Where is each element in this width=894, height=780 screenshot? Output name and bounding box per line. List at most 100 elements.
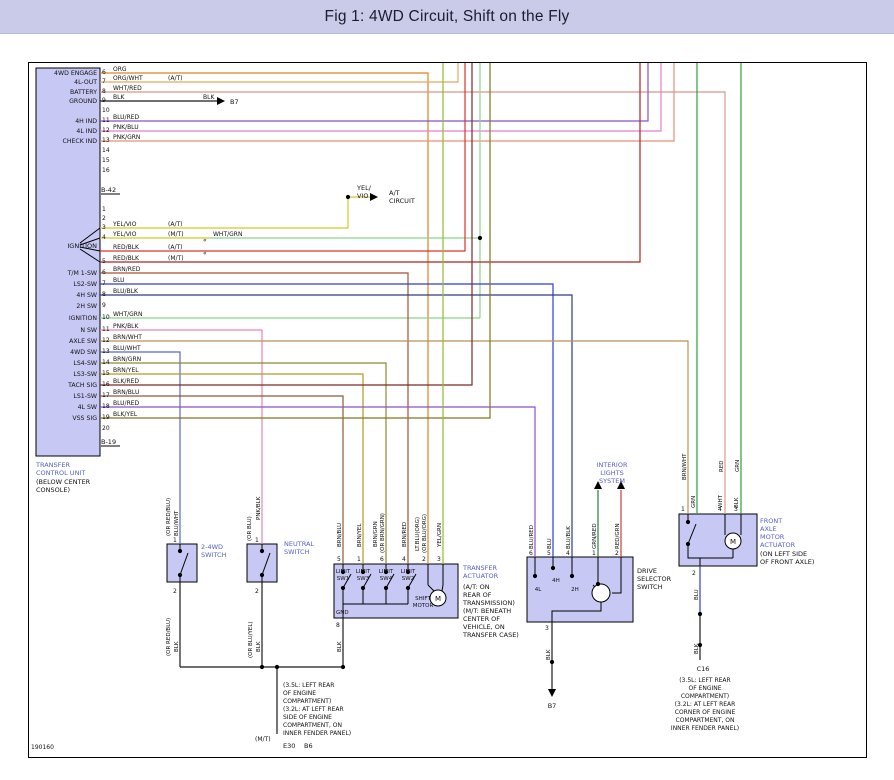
- wire-label-7: (OR BLU): [247, 516, 253, 541]
- wire-ls1-brnblu: [100, 395, 344, 564]
- tcu-pin-11: 11: [102, 326, 110, 333]
- tcu-signal-ls3-sw: LS3-SW: [73, 371, 97, 378]
- component-label-5: 2-4WD: [201, 543, 223, 551]
- pin-number-10: 8: [336, 622, 340, 629]
- component-label-28: VEHICLE, ON: [463, 623, 505, 631]
- component-label-39: FRONT: [760, 517, 782, 525]
- junction-dot-4: [259, 548, 265, 554]
- tcu-signal-ignition-bracket: IGNITION: [67, 242, 97, 250]
- tcu-pin-15: 15: [102, 157, 110, 164]
- component-label-11: LIMIT: [356, 569, 371, 575]
- pin-number-12: 5: [547, 550, 551, 557]
- note-4: SIDE OF ENGINE: [283, 714, 332, 721]
- symbol-line-40: [79, 246, 101, 252]
- component-label-36: INTERIOR: [597, 461, 628, 469]
- component-label-33: DRIVE: [637, 567, 657, 575]
- wire-4wd-engage-org: [100, 72, 429, 564]
- component-label-46: YEL/: [356, 184, 372, 192]
- pin-number-9: 3: [437, 556, 441, 563]
- tcu-signal-ground: GROUND: [69, 98, 97, 105]
- tcu-wire-color: ORG: [113, 66, 127, 73]
- component-label-42: ACTUATOR: [760, 541, 796, 549]
- component-label-7: NEUTRAL: [284, 540, 314, 548]
- tcu-signal-battery: BATTERY: [70, 89, 97, 96]
- component-label-23: (A/T: ON: [463, 583, 490, 591]
- tcu-pin-15: 15: [102, 370, 110, 377]
- component-label-47: VIO: [357, 192, 368, 200]
- wire-label-23: BLU/BLK: [566, 526, 572, 549]
- selector-rotor-circle: [591, 583, 611, 603]
- tcu-wire-color: RED/BLK: [113, 244, 140, 251]
- connector-b7-top: B7: [230, 98, 239, 106]
- connector-b7-bottom: B7: [548, 702, 557, 710]
- wire-label-20: BLK: [337, 641, 343, 652]
- symbol-line-4: [261, 552, 271, 576]
- tcu-wire-color: BRN/BLU: [113, 389, 139, 396]
- note-10: COMPARTMENT): [681, 693, 729, 700]
- tcu-pin-7: 7: [102, 78, 106, 85]
- symbol-line-38: [79, 227, 101, 244]
- wire-label-8: (OR RED/BLU): [166, 618, 172, 656]
- component-label-8: SWITCH: [284, 548, 310, 556]
- two-four-wd-switch-box: [166, 543, 198, 583]
- wire-label-18: (OR BLU/ORG): [422, 514, 428, 553]
- tcu-pin-19: 19: [102, 414, 110, 421]
- symbol-line-36: [551, 602, 602, 622]
- wire-label-14: BRN/GRN: [373, 521, 379, 547]
- connector-b42: B-42: [101, 186, 116, 194]
- tcu-pin-1: 1: [102, 206, 106, 213]
- junction-dot-14: [405, 569, 411, 575]
- ground-e30: E30: [283, 742, 295, 750]
- axle-motor-m: M: [730, 538, 736, 546]
- wire-label-30: WHT: [718, 494, 724, 508]
- wire-ls4-brngrn: [100, 362, 387, 564]
- wire-label-28: GRN: [691, 496, 697, 508]
- symbol-line-39: [79, 237, 101, 246]
- component-label-38: SYSTEM: [599, 477, 625, 485]
- tcu-signal-check-ind: CHECK IND: [63, 138, 98, 145]
- pin-number-3: 2: [255, 588, 259, 595]
- note-5: COMPARTMENT, ON: [283, 722, 342, 729]
- figure-title: Fig 1: 4WD Circuit, Shift on the Fly: [324, 7, 570, 25]
- wire-check-ind-pnkgrn: [100, 63, 675, 142]
- wire-label-29: RED: [719, 460, 725, 472]
- symbol-line-29: [427, 584, 435, 592]
- tcu-wire-color: RED/BLK: [113, 255, 140, 262]
- tcu-wire-color: PNK/BLK: [113, 323, 140, 330]
- wire-label-24: GRN/RED: [592, 523, 598, 549]
- symbol-line-41: [79, 248, 101, 263]
- tcu-wire-note: (A/T): [168, 75, 182, 82]
- interior-lights-arrow-1: [594, 481, 602, 489]
- junction-dot-25: [697, 642, 703, 648]
- tcu-pin-12: 12: [102, 127, 110, 134]
- component-label-29: TRANSFER CASE): [462, 631, 519, 639]
- tcu-wire-color: BRN/GRN: [113, 356, 141, 363]
- tcu-pin-9: 9: [102, 97, 106, 104]
- symbol-line-20: [407, 573, 417, 589]
- pin-number-0: 1: [173, 537, 177, 544]
- junction-dot-24: [697, 611, 703, 617]
- wire-label-16: BRN/RED: [402, 522, 408, 547]
- interior-lights-arrow-2: [617, 481, 625, 489]
- note-1: OF ENGINE: [283, 690, 316, 697]
- tcu-signal-4wd-engage: 4WD ENGAGE: [54, 70, 97, 77]
- wire-vss-blkyel: [100, 63, 491, 419]
- note-6: INNER FENDER PANEL): [283, 730, 351, 737]
- tcu-pin-17: 17: [102, 392, 110, 399]
- wire-4l-out-orgwht: [100, 63, 459, 83]
- tcu-pin-6: 6: [102, 69, 106, 76]
- tcu-signal-4h-sw: 4H SW: [76, 292, 97, 299]
- note-14: INNER FENDER PANEL): [671, 725, 739, 732]
- tcu-signal-ls1-sw: LS1-SW: [73, 393, 97, 400]
- component-label-37: LIGHTS: [600, 469, 624, 477]
- tcu-wire-color: BRN/YEL: [113, 367, 139, 374]
- component-label-15: LIMIT: [401, 569, 416, 575]
- component-label-13: LIMIT: [379, 569, 394, 575]
- junction-dot-3: [177, 572, 183, 578]
- wire-label-26: BLK: [546, 649, 552, 660]
- tcu-wire-color: BLK: [113, 94, 125, 101]
- wire-4l-ind-pnkblu: [100, 63, 662, 132]
- wire-tach-blkred: [100, 63, 473, 386]
- tcu-wire-note: (A/T): [168, 244, 182, 251]
- tcu-pin-3: 3: [102, 224, 106, 231]
